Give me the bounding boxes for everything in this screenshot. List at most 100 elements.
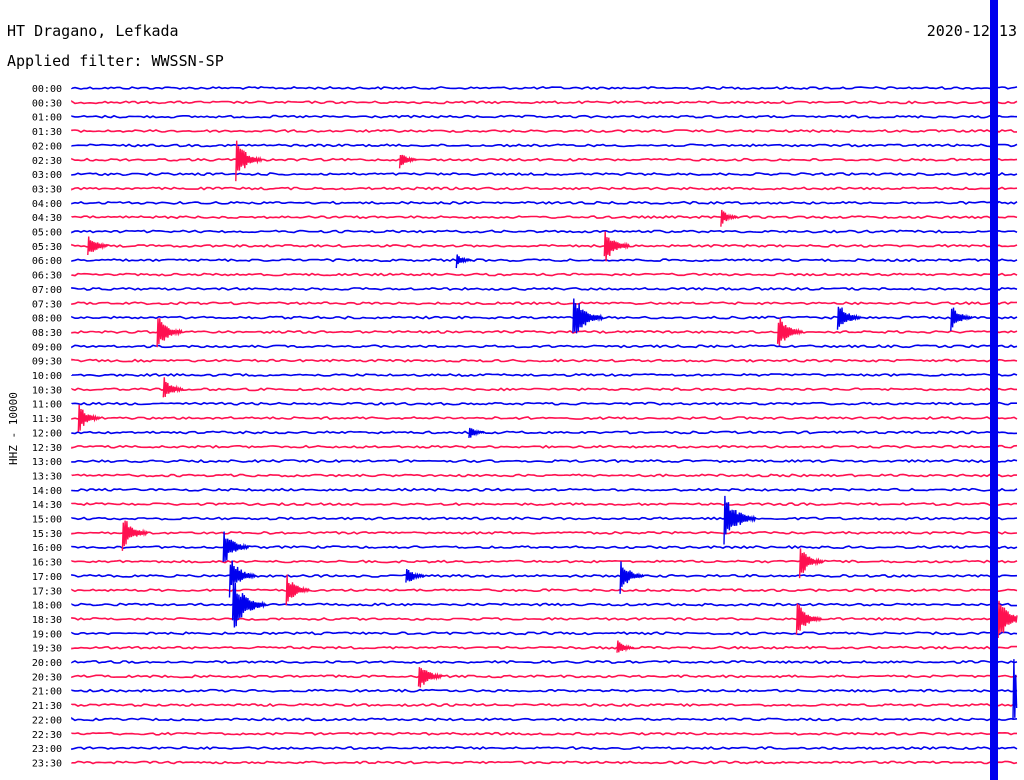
event-waveform — [162, 377, 184, 398]
row-time-label: 10:00 — [32, 371, 62, 382]
row-time-label: 04:30 — [32, 213, 62, 224]
seismic-events — [77, 140, 1018, 720]
event-waveform — [87, 236, 109, 256]
row-time-label: 05:00 — [32, 228, 62, 239]
row-time-label: 22:00 — [32, 715, 62, 726]
row-time-label: 17:30 — [32, 586, 62, 597]
trace-line — [71, 502, 1018, 507]
row-time-label: 03:30 — [32, 184, 62, 195]
row-time-label: 00:30 — [32, 98, 62, 109]
row-time-label: 02:00 — [32, 141, 62, 152]
row-time-label: 09:30 — [32, 357, 62, 368]
row-time-label: 16:30 — [32, 558, 62, 569]
event-waveform — [398, 154, 418, 169]
event-waveform — [468, 427, 485, 438]
trace-line — [71, 545, 1018, 550]
trace-line — [71, 229, 1018, 234]
row-time-label: 23:00 — [32, 744, 62, 755]
trace-line — [71, 487, 1018, 492]
row-time-label: 05:30 — [32, 242, 62, 253]
trace-line — [71, 602, 1018, 607]
date-label: 2020-12-13 — [927, 22, 1017, 40]
row-time-label: 00:00 — [32, 84, 62, 95]
row-time-label: 19:30 — [32, 644, 62, 655]
trace-line — [71, 559, 1018, 564]
trace-line — [71, 659, 1018, 665]
trace-line — [71, 315, 1018, 320]
row-time-label: 02:30 — [32, 156, 62, 167]
event-waveform — [776, 317, 804, 346]
trace-line — [71, 329, 1018, 334]
trace-line — [71, 387, 1017, 392]
row-time-label: 23:30 — [32, 758, 62, 769]
trace-line — [71, 416, 1018, 420]
event-waveform — [723, 495, 757, 545]
trace-line — [71, 272, 1018, 277]
trace-line — [71, 760, 1018, 765]
event-waveform — [619, 561, 645, 594]
row-time-label: 06:30 — [32, 271, 62, 282]
event-waveform — [455, 254, 473, 269]
trace-line — [71, 200, 1018, 205]
channel-label: HHZ - 10000 — [7, 392, 20, 465]
trace-line — [71, 186, 1018, 191]
event-waveform — [720, 209, 739, 227]
station-title: HT Dragano, Lefkada — [7, 22, 179, 40]
trace-line — [71, 100, 1018, 105]
trace-rows: 00:00 00:30 01:00 01:30 02:00 02:30 03:00 03:30… — [32, 84, 1018, 769]
row-time-label: 21:00 — [32, 687, 62, 698]
row-time-label: 08:00 — [32, 314, 62, 325]
trace-line — [71, 688, 1018, 693]
trace-line — [71, 530, 1018, 535]
trace-line — [71, 430, 1018, 435]
trace-line — [71, 616, 1018, 621]
row-time-label: 15:00 — [32, 515, 62, 526]
event-waveform — [798, 548, 824, 579]
trace-line — [71, 344, 1018, 349]
event-waveform — [795, 603, 823, 635]
event-waveform — [1012, 659, 1018, 720]
trace-line — [71, 746, 1018, 751]
row-time-label: 15:30 — [32, 529, 62, 540]
row-time-label: 11:30 — [32, 414, 62, 425]
trace-line — [71, 716, 1018, 722]
trace-line — [71, 459, 1018, 464]
trace-line — [71, 143, 1018, 148]
row-time-label: 14:00 — [32, 486, 62, 497]
event-waveform — [77, 404, 101, 432]
trace-line — [71, 358, 1018, 363]
trace-line — [71, 172, 1018, 177]
trace-line — [71, 674, 1018, 679]
trace-line — [71, 401, 1017, 406]
row-time-label: 07:30 — [32, 299, 62, 310]
saturated-trace-bar — [990, 0, 998, 780]
row-time-label: 17:00 — [32, 572, 62, 583]
trace-line — [71, 243, 1018, 248]
event-waveform — [222, 531, 250, 562]
trace-line — [71, 516, 1018, 521]
trace-line — [71, 703, 1018, 708]
trace-line — [71, 286, 1018, 291]
row-time-label: 18:30 — [32, 615, 62, 626]
row-time-label: 01:30 — [32, 127, 62, 138]
event-waveform — [997, 600, 1018, 639]
trace-line — [71, 731, 1017, 736]
trace-line — [71, 444, 1018, 449]
trace-line — [71, 258, 1018, 263]
trace-line — [71, 114, 1018, 119]
row-time-label: 06:00 — [32, 256, 62, 267]
trace-line — [71, 372, 1018, 378]
row-time-label: 12:00 — [32, 428, 62, 439]
event-waveform — [950, 307, 973, 331]
event-waveform — [836, 306, 862, 330]
filter-label: Applied filter: WWSSN-SP — [7, 52, 224, 70]
event-waveform — [603, 231, 631, 262]
event-waveform — [228, 560, 257, 598]
row-time-label: 09:00 — [32, 342, 62, 353]
trace-line — [71, 631, 1018, 636]
trace-line — [71, 215, 1018, 220]
event-waveform — [231, 582, 267, 628]
trace-line — [71, 86, 1018, 90]
event-waveform — [572, 298, 604, 334]
